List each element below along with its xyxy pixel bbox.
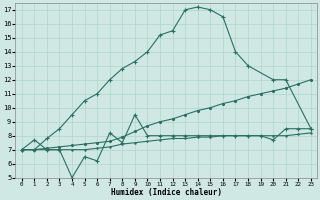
X-axis label: Humidex (Indice chaleur): Humidex (Indice chaleur) — [111, 188, 222, 197]
